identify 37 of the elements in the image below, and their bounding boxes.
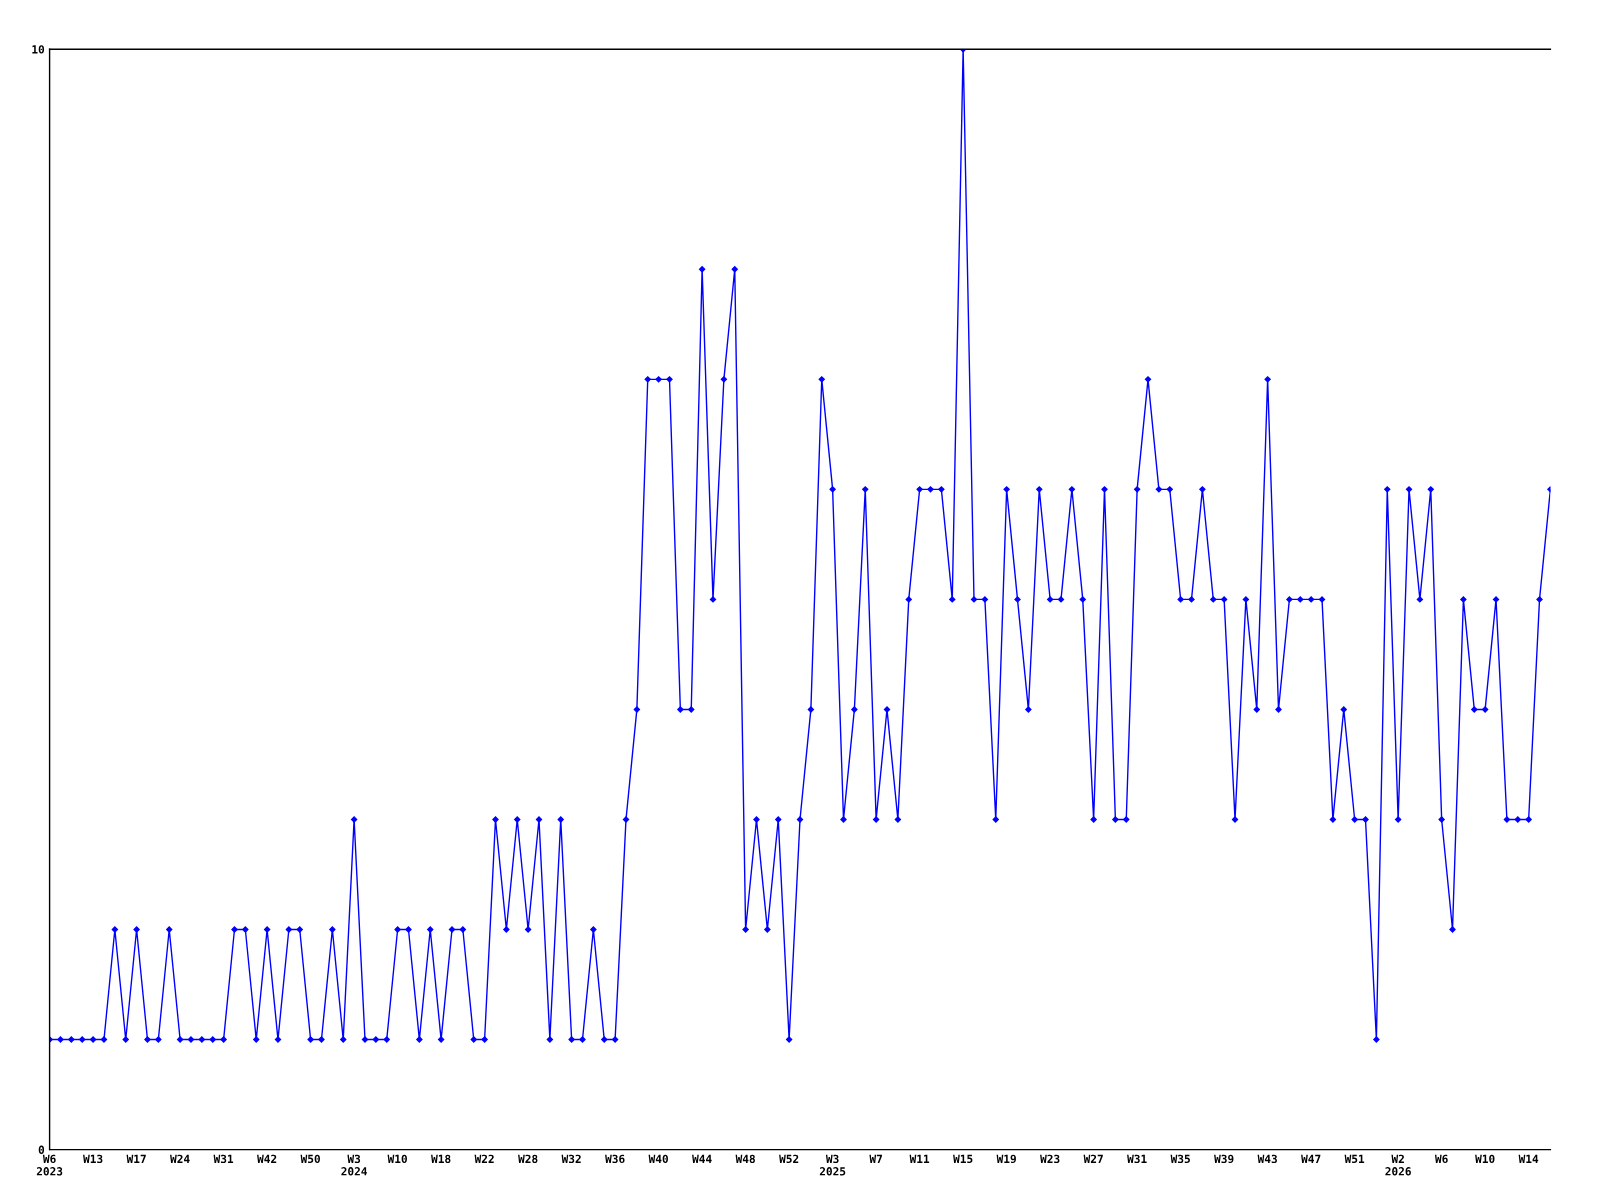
x-tick-label: W31 [213, 1154, 234, 1164]
x-tick-label: W22 [474, 1154, 494, 1163]
x-tick-label: W6 [1434, 1154, 1448, 1164]
x-tick-label: W10 [1475, 1154, 1495, 1164]
x-tick-label: W36 [605, 1154, 625, 1164]
x-tick-label: W3 2024 [341, 1154, 367, 1176]
x-tick-label: W43 [1257, 1154, 1277, 1164]
x-tick-label: W35 [1170, 1154, 1190, 1164]
x-tick-label: W27 [1083, 1154, 1103, 1163]
x-tick-label: W23 [1040, 1154, 1060, 1164]
x-tick-label: W44 [692, 1154, 712, 1163]
x-tick-label: W7 [869, 1154, 882, 1163]
x-tick-label: W28 [518, 1154, 538, 1164]
x-tick-label: W19 [996, 1154, 1016, 1164]
x-tick-label: W14 [1518, 1154, 1539, 1163]
x-tick-label: W51 [1344, 1154, 1365, 1164]
x-tick-label: W31 [1127, 1154, 1147, 1164]
x-tick-label: W47 [1301, 1154, 1321, 1163]
x-tick-label: W13 [83, 1154, 103, 1164]
x-tick-label: W11 [909, 1154, 930, 1163]
x-tick-label: W32 [561, 1154, 581, 1164]
x-tick-label: W6 2023 [36, 1154, 63, 1176]
y-tick-label: 0 [38, 1145, 45, 1154]
x-tick-label: W3 2025 [819, 1154, 846, 1176]
x-tick-label: W52 [779, 1154, 799, 1164]
y-tick-label: 10 [32, 45, 45, 54]
x-tick-label: W17 [126, 1154, 146, 1163]
x-tick-label: W24 [170, 1154, 190, 1163]
x-tick-label: W15 [953, 1154, 973, 1164]
x-tick-label: W10 [387, 1154, 407, 1164]
x-tick-label: W2 2026 [1385, 1154, 1411, 1176]
x-tick-label: W42 [257, 1154, 277, 1163]
x-tick-label: W48 [735, 1154, 755, 1164]
x-tick-label: W40 [648, 1154, 668, 1164]
x-tick-label: W50 [300, 1154, 320, 1164]
x-tick-label: W39 [1214, 1154, 1234, 1164]
x-tick-label: W18 [431, 1154, 451, 1164]
